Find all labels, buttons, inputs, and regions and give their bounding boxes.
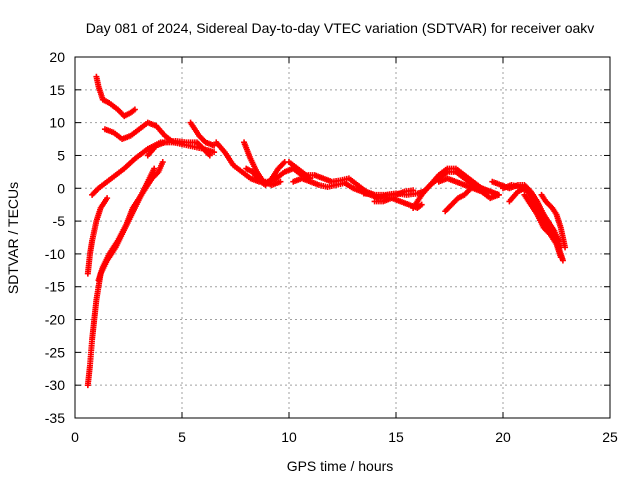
y-tick-label: 0	[57, 180, 65, 196]
grid	[74, 56, 611, 419]
axis-ticks: 0 5 10 15 20 25 -35 -30 -25 -20 -15 -10 -5 0 5 10 15 20	[45, 49, 618, 445]
series-arc-d	[84, 195, 111, 277]
data-point	[131, 106, 138, 113]
y-tick-label: -35	[45, 410, 65, 426]
x-tick-label: 5	[178, 429, 186, 445]
data-point	[559, 257, 566, 264]
y-tick-label: -30	[45, 377, 65, 393]
data-point	[562, 244, 569, 251]
y-tick-label: 15	[49, 82, 65, 98]
series-arc-b	[101, 119, 185, 147]
y-tick-label: -5	[53, 213, 66, 229]
data-point	[418, 201, 425, 208]
series-arc-a	[93, 73, 138, 120]
x-tick-label: 15	[388, 429, 404, 445]
y-tick-label: -25	[45, 344, 65, 360]
y-axis-label: SDTVAR / TECUs	[5, 182, 21, 294]
x-tick-label: 25	[602, 429, 618, 445]
plot-frame	[74, 56, 611, 419]
series-arc-w	[500, 181, 562, 244]
y-tick-label: 10	[49, 115, 65, 131]
chart-title: Day 081 of 2024, Sidereal Day-to-day VTE…	[86, 20, 595, 36]
x-tick-label: 0	[71, 429, 79, 445]
x-axis-label: GPS time / hours	[287, 458, 394, 474]
series-arc-p	[410, 165, 502, 211]
data-point	[557, 254, 564, 261]
data-point	[495, 191, 502, 198]
data-point	[277, 178, 284, 185]
y-tick-label: -15	[45, 279, 65, 295]
data-point	[555, 237, 562, 244]
data-series	[84, 73, 569, 389]
x-tick-label: 20	[495, 429, 511, 445]
series-arc-f	[95, 159, 166, 284]
y-tick-label: -20	[45, 312, 65, 328]
series-arc-m	[290, 175, 417, 202]
series-arc-g	[144, 138, 213, 159]
x-tick-label: 10	[281, 429, 297, 445]
data-point	[206, 152, 213, 159]
data-point	[151, 165, 158, 172]
y-tick-label: 5	[57, 147, 65, 163]
y-tick-label: 20	[49, 49, 65, 65]
y-tick-label: -10	[45, 246, 65, 262]
data-point	[104, 195, 111, 202]
data-point	[159, 159, 166, 166]
series-arc-k	[243, 159, 288, 188]
series-arc-e	[84, 165, 158, 389]
data-point	[211, 149, 218, 156]
series-arc-h	[187, 119, 218, 149]
series-arc-r	[435, 175, 502, 202]
series-arc-v	[538, 191, 569, 251]
